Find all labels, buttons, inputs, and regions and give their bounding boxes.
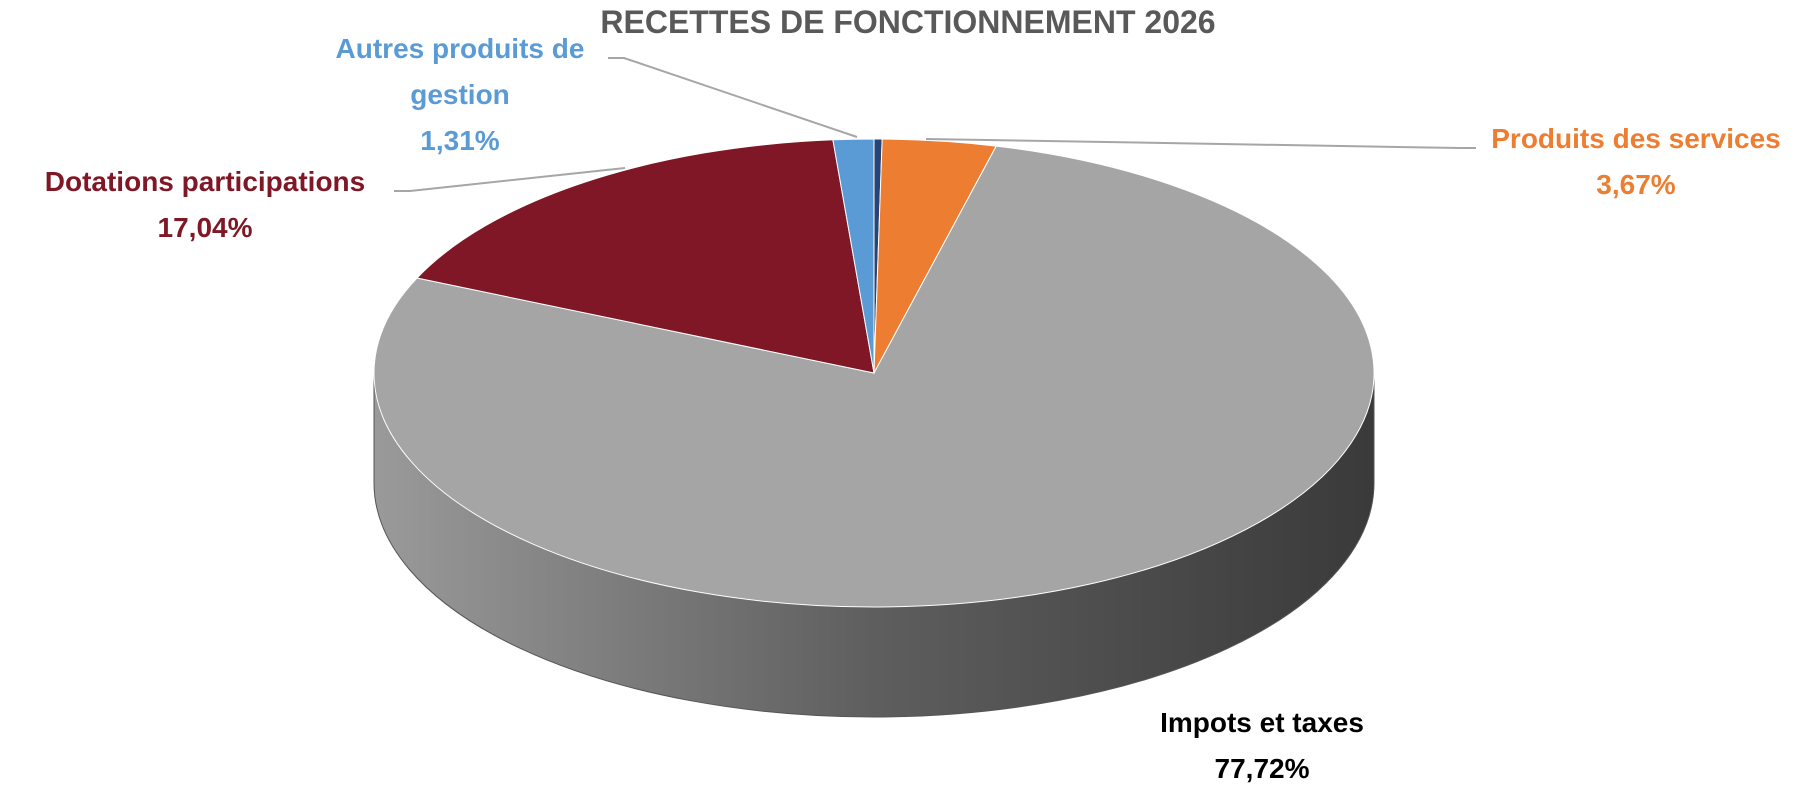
value-label: 1,31% [420, 125, 500, 156]
pie-slice [373, 145, 1375, 608]
leader-line [608, 57, 858, 138]
pie-slice [416, 139, 875, 374]
chart-title: RECETTES DE FONCTIONNEMENT 2026 [600, 4, 1216, 40]
leader-line [394, 167, 626, 192]
category-label: Autres produits de gestion [335, 33, 585, 110]
value-label: 77,72% [1214, 753, 1310, 784]
category-label: Dotations participations [44, 166, 366, 197]
value-label: 3,67% [1596, 169, 1676, 200]
category-label: Impots et taxes [1160, 707, 1364, 738]
data-label: Produits des services 3,67% [1436, 116, 1816, 208]
data-label: Impots et taxes 77,72% [1062, 700, 1462, 792]
category-label: Produits des services [1491, 123, 1781, 154]
leader-line [925, 138, 1476, 149]
pie-slice [832, 138, 875, 374]
data-label: Dotations participations 17,04% [0, 159, 415, 251]
data-label: Autres produits de gestion 1,31% [310, 26, 610, 164]
value-label: 17,04% [157, 212, 253, 243]
